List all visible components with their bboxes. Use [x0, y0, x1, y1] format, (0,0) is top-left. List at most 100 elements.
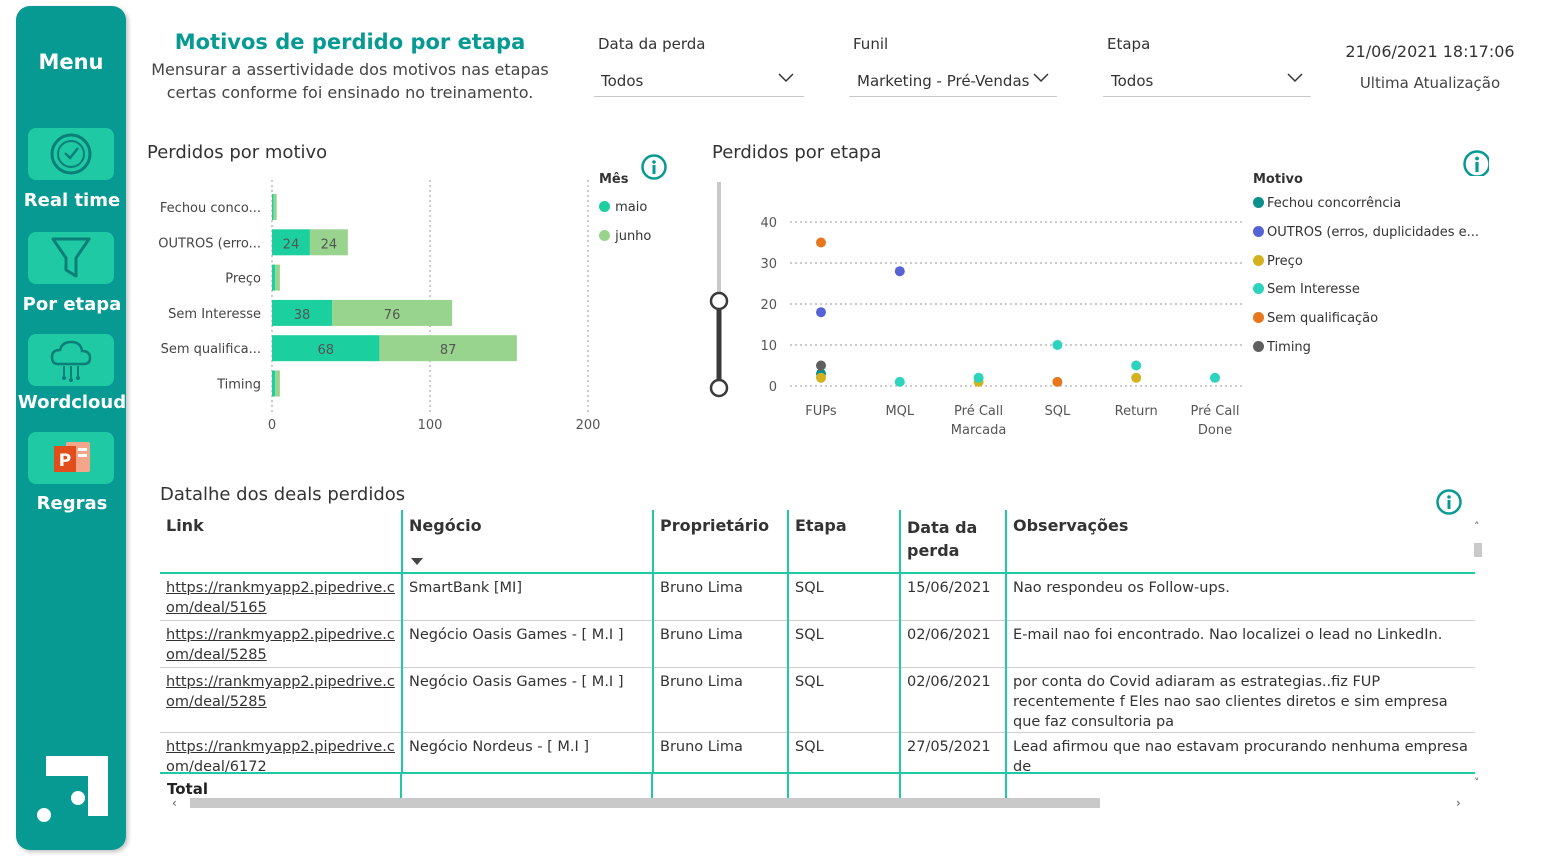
cell-etapa: SQL [788, 620, 901, 668]
filter-etapa-dropdown[interactable]: Todos [1103, 62, 1311, 96]
bar-legend-item-junho[interactable]: junho [599, 225, 651, 244]
menu-title: Menu [38, 50, 104, 74]
table-total-row: Total [160, 772, 1475, 800]
nav-wordcloud-button[interactable] [28, 334, 114, 386]
bar-junho[interactable] [309, 229, 348, 256]
scatter-point[interactable] [894, 266, 905, 277]
cloud-icon [50, 340, 92, 382]
scatter-legend-item[interactable]: OUTROS (erros, duplicidades e... [1253, 225, 1479, 240]
nav-real-time-button[interactable] [28, 128, 114, 180]
scatter-point[interactable] [816, 237, 826, 248]
scroll-right-icon[interactable]: › [1456, 796, 1461, 810]
scatter-chart: 0 10 20 30 40 FUPs MQL Pré Call Marcada SQL Return… [709, 182, 1245, 438]
scatter-chart-title: Perdidos por etapa [712, 142, 882, 163]
column-header-negocio[interactable]: Negócio [402, 510, 654, 574]
bar-junho[interactable] [273, 194, 277, 220]
legend-marker [1253, 197, 1264, 208]
cell-etapa: SQL [788, 573, 901, 621]
info-icon[interactable] [641, 154, 667, 180]
column-header-proprietario[interactable]: Proprietário [653, 510, 789, 574]
scatter-point[interactable] [1052, 340, 1063, 350]
cell-link[interactable]: https://rankmyapp2.pipedrive.com/deal/52… [160, 667, 403, 733]
slider-handle-top[interactable] [709, 291, 729, 311]
scatter-point[interactable] [973, 372, 984, 383]
bar-category-label: Sem Interesse [168, 307, 261, 322]
nav-regras-button[interactable]: P [28, 432, 114, 484]
bar-maio[interactable] [272, 264, 276, 291]
bar-legend-item-maio[interactable]: maio [599, 196, 647, 215]
cell-proprietario: Bruno Lima [653, 573, 789, 621]
scatter-legend-item[interactable]: Sem Interesse [1253, 282, 1360, 297]
scatter-legend-item[interactable]: Timing [1253, 340, 1311, 355]
table-row[interactable]: https://rankmyapp2.pipedrive.com/deal/51… [160, 573, 1475, 621]
scatter-y-tick-label: 40 [760, 216, 777, 231]
horizontal-scrollbar[interactable] [190, 798, 1100, 808]
cell-negocio: Negócio Oasis Games - [ M.I ] [402, 667, 654, 733]
legend-marker [1253, 254, 1264, 266]
bar-legend-title: Mês [599, 172, 629, 187]
cell-negocio: Negócio Oasis Games - [ M.I ] [402, 620, 654, 668]
bar-junho[interactable] [275, 264, 280, 291]
info-icon[interactable] [1463, 150, 1489, 176]
page-title: Motivos de perdido por etapa [174, 30, 526, 54]
table-row[interactable]: https://rankmyapp2.pipedrive.com/deal/52… [160, 620, 1475, 668]
cell-observacoes: por conta do Covid adiaram as estrategia… [1006, 667, 1475, 733]
nav-regras-label[interactable]: Regras [36, 493, 108, 514]
scatter-point[interactable] [1210, 372, 1220, 383]
column-header-data-perda[interactable]: Data da perda [900, 510, 1007, 574]
scroll-left-icon[interactable]: ‹ [172, 796, 177, 810]
bar-category-label: Preço [225, 272, 261, 287]
bar-maio[interactable] [272, 370, 276, 397]
scatter-x-tick-label: Done [1198, 423, 1232, 438]
nav-por-etapa-button[interactable] [28, 232, 114, 284]
column-divider [400, 774, 402, 800]
column-header-etapa[interactable]: Etapa [788, 510, 901, 574]
bar-maio[interactable] [272, 335, 380, 362]
vertical-scrollbar[interactable] [1474, 543, 1482, 557]
column-header-observacoes[interactable]: Observações [1006, 510, 1475, 574]
filter-divider [1103, 96, 1311, 97]
cell-negocio: SmartBank [MI] [402, 573, 654, 621]
scatter-point[interactable] [816, 307, 826, 318]
nav-wordcloud-label[interactable]: Wordcloud [17, 392, 127, 413]
funnel-icon [51, 237, 91, 278]
scroll-down-icon[interactable]: ˅ [1474, 776, 1480, 789]
table-row[interactable]: https://rankmyapp2.pipedrive.com/deal/52… [160, 667, 1475, 733]
scatter-point[interactable] [1131, 360, 1142, 371]
scatter-x-tick-label: Marcada [951, 423, 1007, 438]
scatter-point[interactable] [816, 360, 826, 371]
scatter-legend-item[interactable]: Fechou concorrência [1253, 196, 1401, 211]
scatter-point[interactable] [1052, 376, 1063, 387]
filter-data-perda-dropdown[interactable]: Todos [594, 62, 804, 96]
scatter-point[interactable] [816, 372, 826, 383]
cell-data-perda: 02/06/2021 [900, 620, 1007, 668]
scatter-legend-item[interactable]: Sem qualificação [1253, 311, 1378, 326]
filter-funil-dropdown[interactable]: Marketing - Pré-Vendas [849, 62, 1057, 96]
nav-real-time-label[interactable]: Real time [23, 190, 121, 211]
bar-junho[interactable] [332, 299, 453, 326]
column-divider [787, 774, 789, 800]
column-header-link[interactable]: Link [160, 510, 403, 574]
clock-icon [50, 133, 92, 175]
bar-junho[interactable] [275, 370, 280, 397]
scatter-x-tick-label: Pré Call [1190, 404, 1239, 419]
scatter-point[interactable] [894, 376, 905, 387]
bar-maio[interactable] [272, 299, 333, 326]
filter-etapa-value: Todos [1111, 72, 1154, 90]
slider-handle-bottom[interactable] [709, 378, 729, 398]
legend-label: Fechou concorrência [1267, 196, 1402, 211]
bar-x-tick-label: 0 [268, 418, 276, 433]
nav-por-etapa-label[interactable]: Por etapa [22, 294, 122, 315]
cell-link[interactable]: https://rankmyapp2.pipedrive.com/deal/52… [160, 620, 403, 668]
legend-marker [599, 230, 610, 241]
bar-maio[interactable] [272, 194, 274, 220]
bar-junho[interactable] [379, 335, 517, 362]
scatter-point[interactable] [1131, 372, 1142, 383]
chevron-down-icon [778, 73, 794, 83]
bar-category-label: Fechou conco... [160, 201, 261, 216]
bar-data-label: 76 [384, 308, 401, 323]
scatter-legend-item[interactable]: Preço [1253, 254, 1303, 269]
bar-maio[interactable] [272, 229, 310, 256]
scroll-up-icon[interactable]: ˄ [1474, 520, 1480, 533]
cell-link[interactable]: https://rankmyapp2.pipedrive.com/deal/51… [160, 573, 403, 621]
